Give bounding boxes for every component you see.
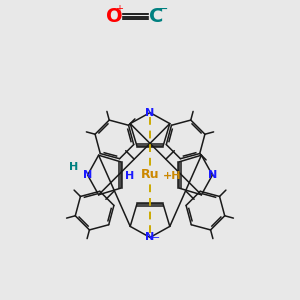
Text: N: N	[83, 170, 92, 180]
Text: C: C	[149, 7, 163, 26]
Text: Ru: Ru	[141, 169, 159, 182]
Text: −: −	[158, 3, 168, 16]
Text: +H: +H	[163, 171, 181, 181]
Text: H: H	[125, 171, 135, 181]
Text: −: −	[152, 233, 160, 243]
Text: N: N	[146, 108, 154, 118]
Text: N: N	[208, 170, 217, 180]
Text: +: +	[115, 4, 123, 14]
Text: N: N	[146, 232, 154, 242]
Text: O: O	[106, 7, 122, 26]
Text: H: H	[69, 162, 78, 172]
